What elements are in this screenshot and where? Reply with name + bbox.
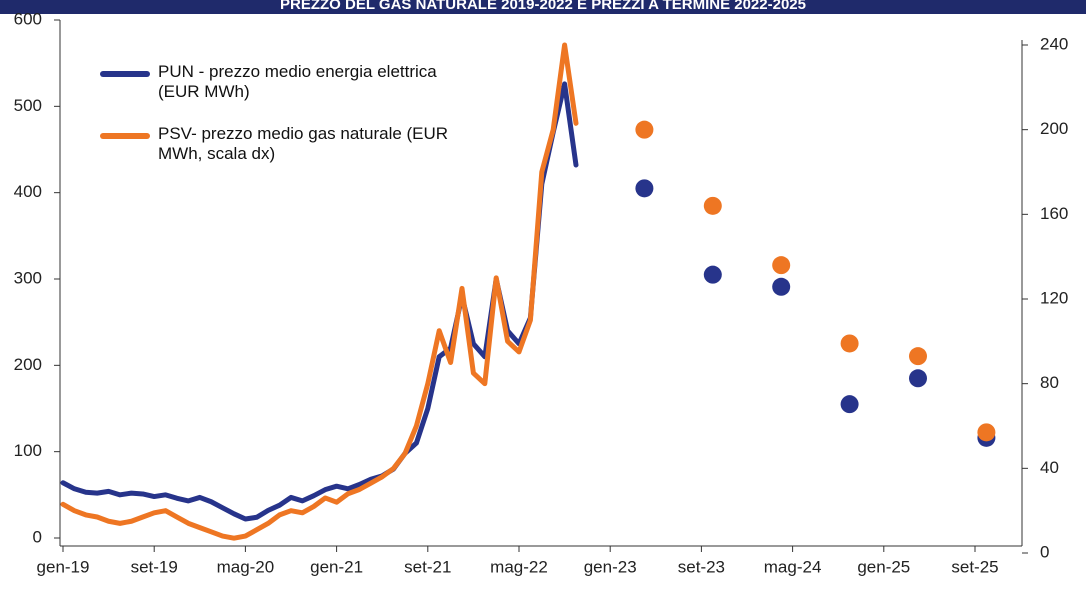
x-tick-label: gen-25 bbox=[857, 557, 910, 576]
forward-point bbox=[840, 334, 859, 353]
series-line bbox=[60, 42, 579, 541]
legend-label: PSV- prezzo medio gas naturale (EUR MWh,… bbox=[158, 124, 449, 163]
legend-swatch bbox=[100, 133, 150, 139]
y-tick-label: 400 bbox=[14, 182, 42, 201]
x-tick-label: mag-20 bbox=[217, 557, 275, 576]
x-tick-label: set-23 bbox=[678, 557, 725, 576]
forward-point bbox=[635, 179, 654, 198]
y2-tick-label: 40 bbox=[1040, 458, 1059, 477]
forward-point bbox=[909, 347, 927, 366]
title-band bbox=[0, 0, 1086, 14]
x-tick-label: mag-24 bbox=[764, 557, 822, 576]
legend-item: PSV- prezzo medio gas naturale (EUR MWh,… bbox=[100, 124, 460, 164]
y2-tick-label: 240 bbox=[1040, 34, 1068, 53]
forward-point bbox=[703, 196, 722, 215]
y-tick-label: 0 bbox=[33, 527, 42, 546]
y2-tick-label: 0 bbox=[1040, 542, 1049, 561]
y-tick-label: 300 bbox=[14, 268, 42, 287]
x-tick-label: set-21 bbox=[404, 557, 451, 576]
forward-point bbox=[703, 265, 722, 284]
legend-swatch bbox=[100, 71, 150, 77]
x-tick-label: gen-19 bbox=[37, 557, 90, 576]
chart-title: PREZZO DEL GAS NATURALE 2019-2022 E PREZ… bbox=[280, 0, 806, 13]
forward-point bbox=[977, 423, 996, 442]
x-tick-label: set-25 bbox=[951, 557, 998, 576]
x-tick-label: set-19 bbox=[131, 557, 178, 576]
forward-point bbox=[840, 395, 859, 414]
forward-point bbox=[772, 256, 791, 275]
y2-tick-label: 80 bbox=[1040, 373, 1059, 392]
y-tick-label: 600 bbox=[14, 9, 42, 28]
y2-tick-label: 160 bbox=[1040, 204, 1068, 223]
y-tick-label: 100 bbox=[14, 441, 42, 460]
y2-tick-label: 200 bbox=[1040, 119, 1068, 138]
x-tick-label: gen-21 bbox=[310, 557, 363, 576]
forward-point bbox=[635, 120, 654, 139]
x-tick-label: gen-23 bbox=[584, 557, 637, 576]
legend-item: PUN - prezzo medio energia elettrica (EU… bbox=[100, 62, 460, 102]
legend-label: PUN - prezzo medio energia elettrica (EU… bbox=[158, 62, 437, 101]
legend: PUN - prezzo medio energia elettrica (EU… bbox=[100, 62, 460, 186]
forward-point bbox=[772, 277, 791, 296]
forward-point bbox=[909, 369, 927, 388]
y-tick-label: 500 bbox=[14, 96, 42, 115]
x-tick-label: mag-22 bbox=[490, 557, 548, 576]
y2-tick-label: 120 bbox=[1040, 288, 1068, 307]
y-tick-label: 200 bbox=[14, 355, 42, 374]
